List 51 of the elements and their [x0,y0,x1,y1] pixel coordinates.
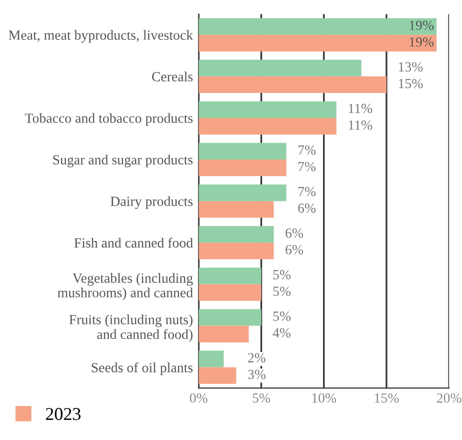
bar [198,350,224,368]
bar [198,326,249,342]
bar [198,142,286,160]
data-label: 13% [398,62,423,72]
y-tick-label: Cereals [152,72,193,82]
y-tick-label: Tobacco and tobacco products [25,113,193,126]
bar [198,268,262,284]
data-label: 11% [348,104,372,114]
data-label: 15% [398,78,423,88]
bar [198,34,437,52]
y-tick-label: Fruits (including nuts) and canned food) [69,314,192,342]
data-label: 11% [348,120,372,130]
x-tick-label: 20% [436,393,462,403]
bar [198,160,286,176]
data-label: 7% [298,145,316,155]
bar [198,367,236,384]
bar [198,284,262,301]
data-label: 3% [248,370,266,380]
bar [198,18,437,35]
bar [198,184,286,202]
bar [198,242,274,260]
y-tick-label: Sugar and sugar products [53,154,193,168]
y-tick-label: Meat, meat byproducts, livestock [8,30,194,43]
x-tick-label: 15% [374,393,399,403]
data-label: 5% [273,270,291,280]
bar [198,60,362,76]
x-tick-label: 5% [252,393,270,403]
y-tick-label: Vegetables (including mushrooms) and canned [58,273,193,300]
data-label: 5% [273,286,291,296]
bar [198,101,336,118]
data-label: 7% [298,186,316,196]
bar [198,201,274,218]
legend-label: 2023 [46,408,81,420]
y-tick-label: Fish and canned food [74,238,193,248]
x-tick-label: 10% [312,393,336,403]
data-label: 6% [298,203,316,213]
data-label: 6% [286,228,304,238]
data-label: 19% [410,20,434,30]
data-label: 6% [286,245,304,254]
data-label: 2% [248,353,266,363]
x-tick-label: 0% [190,393,208,403]
data-label: 19% [410,37,434,47]
data-label: 7% [298,162,316,172]
bar [198,309,262,326]
bar [198,226,274,243]
data-label: 4% [272,328,291,338]
y-tick-label: Dairy products [110,196,193,209]
bar [198,76,386,94]
y-tick-label: Seeds of oil plants [92,362,193,376]
data-label: 5% [273,312,291,321]
bar [198,118,336,135]
